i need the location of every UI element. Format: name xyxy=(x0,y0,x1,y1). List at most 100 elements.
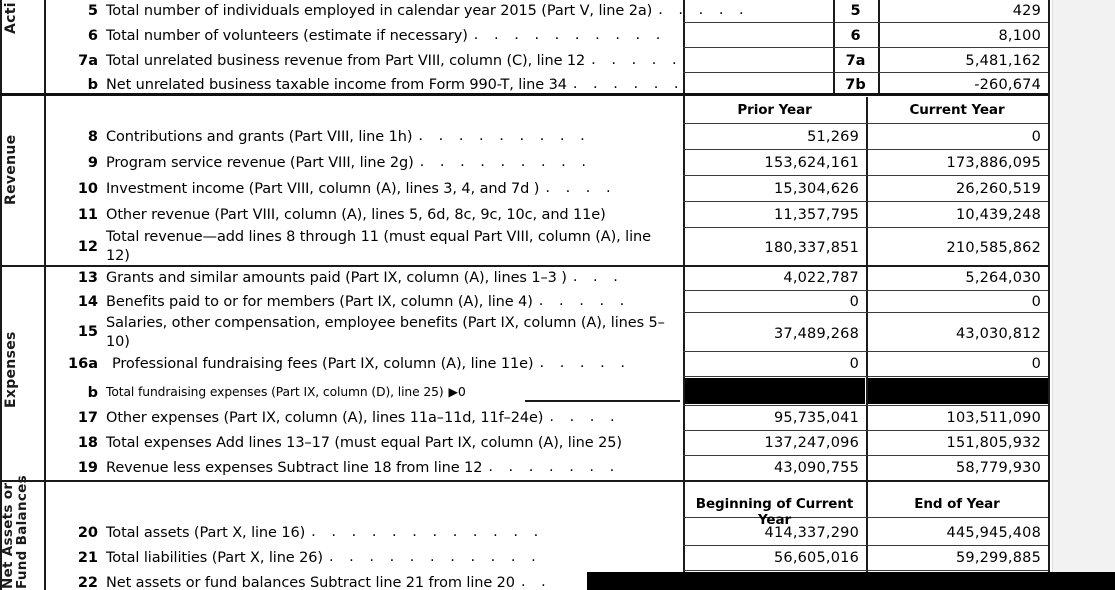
current-value-line-17: 103,511,090 xyxy=(946,410,1041,426)
rule-row5 xyxy=(683,22,1048,23)
value-line-7b: -260,674 xyxy=(974,77,1041,93)
line-number: 15 xyxy=(77,324,98,340)
leader-dots: . . . . . . . . . . . xyxy=(328,549,542,565)
line-ref-7a: 7a xyxy=(845,53,866,69)
leader-dots: . . . . . . xyxy=(572,76,685,92)
leader-dots: . . . . . . . xyxy=(488,459,620,475)
beginning-value-line-20: 414,337,290 xyxy=(764,525,859,541)
redaction-line-16b-prior xyxy=(685,378,865,404)
line-number: 20 xyxy=(77,525,98,541)
gutter-divider xyxy=(44,0,46,590)
line-number: b xyxy=(87,77,98,93)
value-line-6: 8,100 xyxy=(998,28,1041,44)
prior-value-line-18: 137,247,096 xyxy=(764,435,859,451)
form-row-22: 22 Net assets or fund balances Subtract … xyxy=(60,574,551,590)
leader-dots: . . . . . . . . . . xyxy=(473,27,666,43)
rule-year-header xyxy=(683,123,1048,124)
current-value-line-10: 26,260,519 xyxy=(955,181,1041,197)
form-row-20: 20 Total assets (Part X, line 16) . . . … xyxy=(60,524,544,543)
leader-dots: . . . . xyxy=(549,409,621,425)
current-value-line-8: 0 xyxy=(1031,129,1041,145)
line-number: 18 xyxy=(77,435,98,451)
line-number: 9 xyxy=(87,155,98,171)
prior-value-line-17: 95,735,041 xyxy=(773,410,859,426)
section-label-expenses: Expenses xyxy=(3,331,19,409)
table-left-border xyxy=(0,0,2,590)
line-number: 11 xyxy=(77,207,98,223)
line-description: Grants and similar amounts paid (Part IX… xyxy=(106,270,567,286)
column-header-end-of-year: End of Year xyxy=(914,496,1000,512)
fundraising-arrow-icon: ▶ xyxy=(448,385,458,399)
current-value-line-11: 10,439,248 xyxy=(955,207,1041,223)
line-ref-5: 5 xyxy=(850,3,861,19)
rule-row11 xyxy=(683,227,1048,228)
line-description: Total fundraising expenses (Part IX, col… xyxy=(106,385,444,399)
year-columns-divider xyxy=(866,97,868,590)
line-description: Benefits paid to or for members (Part IX… xyxy=(106,294,533,310)
column-header-beginning-of-current-year: Beginning of Current Year xyxy=(695,496,854,528)
rule-netassets-header xyxy=(683,517,1048,518)
rule-row10 xyxy=(683,201,1048,202)
line-description: Total liabilities (Part X, line 26) xyxy=(106,550,323,566)
line-number: 10 xyxy=(77,181,98,197)
leader-dots: . . . . . xyxy=(658,2,750,18)
line-number: 21 xyxy=(77,550,98,566)
current-value-line-12: 210,585,862 xyxy=(946,240,1041,256)
form-row-5: 5 Total number of individuals employed i… xyxy=(60,2,749,21)
description-value-divider xyxy=(683,0,685,590)
rule-row9 xyxy=(683,175,1048,176)
rule-row17 xyxy=(683,430,1048,431)
form-row-7b: b Net unrelated business taxable income … xyxy=(60,76,684,95)
form-row-16b: b Total fundraising expenses (Part IX, c… xyxy=(60,384,466,403)
rule-row8 xyxy=(683,149,1048,150)
prior-value-line-16a: 0 xyxy=(849,356,859,372)
leader-dots: . . . xyxy=(572,269,624,285)
redaction-line-16b-current xyxy=(868,378,1048,404)
current-value-line-14: 0 xyxy=(1031,294,1041,310)
column-header-current-year: Current Year xyxy=(909,102,1005,118)
line-number: 22 xyxy=(77,575,98,590)
leader-dots: . . . . . xyxy=(539,355,631,371)
prior-value-line-12: 180,337,851 xyxy=(764,240,859,256)
rule-row20 xyxy=(683,545,1048,546)
line-description: Revenue less expenses Subtract line 18 f… xyxy=(106,460,483,476)
value-line-7a: 5,481,162 xyxy=(965,53,1041,69)
rule-row6 xyxy=(683,47,1048,48)
end-value-line-21: 59,299,885 xyxy=(955,550,1041,566)
form-row-12: 12 Total revenue—add lines 8 through 11 … xyxy=(60,228,680,266)
current-value-line-16a: 0 xyxy=(1031,356,1041,372)
prior-value-line-11: 11,357,795 xyxy=(773,207,859,223)
leader-dots: . . . . xyxy=(545,180,617,196)
line-number: 12 xyxy=(77,239,98,255)
form-row-17: 17 Other expenses (Part IX, column (A), … xyxy=(60,409,620,428)
line-description: Total expenses Add lines 13–17 (must equ… xyxy=(106,435,622,451)
prior-value-line-10: 15,304,626 xyxy=(773,181,859,197)
fundraising-expenses-value: 0 xyxy=(457,384,466,399)
section-separator-expenses xyxy=(0,480,1048,482)
line-description: Total number of individuals employed in … xyxy=(106,3,653,19)
current-value-line-19: 58,779,930 xyxy=(955,460,1041,476)
leader-dots: . . . . . xyxy=(591,52,683,68)
beginning-value-line-21: 56,605,016 xyxy=(773,550,859,566)
rule-row21 xyxy=(683,570,1048,571)
form-row-15: 15 Salaries, other compensation, employe… xyxy=(60,314,680,352)
line-number: 19 xyxy=(77,460,98,476)
form-row-13: 13 Grants and similar amounts paid (Part… xyxy=(60,269,623,288)
form-row-18: 18 Total expenses Add lines 13–17 (must … xyxy=(60,434,622,453)
prior-value-line-8: 51,269 xyxy=(807,129,859,145)
line-number: 13 xyxy=(77,270,98,286)
form-row-8: 8 Contributions and grants (Part VIII, l… xyxy=(60,128,590,147)
line-ref-6: 6 xyxy=(850,28,861,44)
current-value-line-15: 43,030,812 xyxy=(955,326,1041,342)
line-description: Net unrelated business taxable income fr… xyxy=(106,77,567,93)
rule-row18 xyxy=(683,455,1048,456)
line-ref-7b: 7b xyxy=(845,77,866,93)
line-number: b xyxy=(87,385,98,401)
line-number: 16a xyxy=(68,356,98,372)
current-value-line-9: 173,886,095 xyxy=(946,155,1041,171)
line-number: 17 xyxy=(77,410,98,426)
table-right-border xyxy=(1048,0,1050,590)
scan-paper-edge-line xyxy=(1052,0,1053,590)
rule-row15 xyxy=(683,351,1048,352)
value-line-5: 429 xyxy=(1012,3,1041,19)
